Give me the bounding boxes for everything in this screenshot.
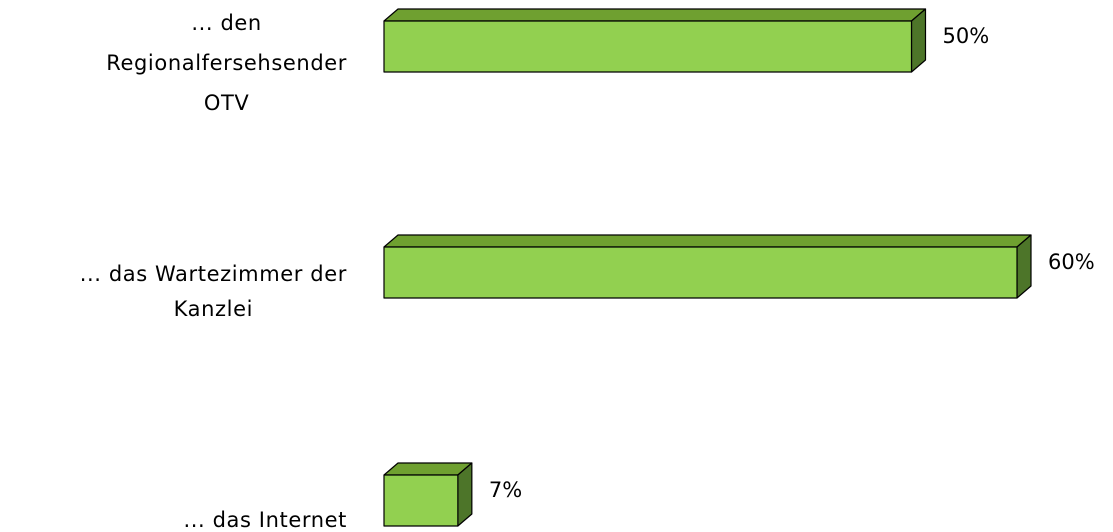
bar-side-face (910, 8, 927, 73)
bar-front-face (383, 474, 459, 527)
category-label-2: ... das Wartezimmer der Kanzlei (80, 262, 347, 321)
category-label-1: ... den Regionalfersehsender OTV (106, 11, 347, 115)
category-label-line: Kanzlei (174, 297, 253, 321)
labels-group: 50% ... den Regionalfersehsender OTV 60% ... … (80, 11, 1095, 532)
bar-front-face (383, 20, 913, 73)
value-label-2: 60% (1048, 250, 1095, 274)
bar-2 (383, 234, 1032, 299)
bars-group (383, 8, 1032, 527)
bar-1 (383, 8, 927, 73)
bar-top-face (383, 462, 473, 476)
category-label-3: ... das Internet (183, 508, 347, 532)
category-label-line: OTV (204, 91, 250, 115)
value-label-1: 50% (943, 24, 990, 48)
bar-top-face (383, 8, 927, 22)
category-label-line: ... das Internet (183, 508, 347, 532)
bar-top-face (383, 234, 1032, 248)
bar-3 (383, 462, 473, 527)
category-label-line: ... das Wartezimmer der (80, 262, 347, 286)
bar-front-face (383, 246, 1018, 299)
bar-side-face (1016, 234, 1032, 299)
bar-side-face (457, 462, 473, 527)
category-label-line: Regionalfersehsender (106, 51, 347, 75)
category-label-line: ... den (191, 11, 261, 35)
value-label-3: 7% (489, 478, 522, 502)
